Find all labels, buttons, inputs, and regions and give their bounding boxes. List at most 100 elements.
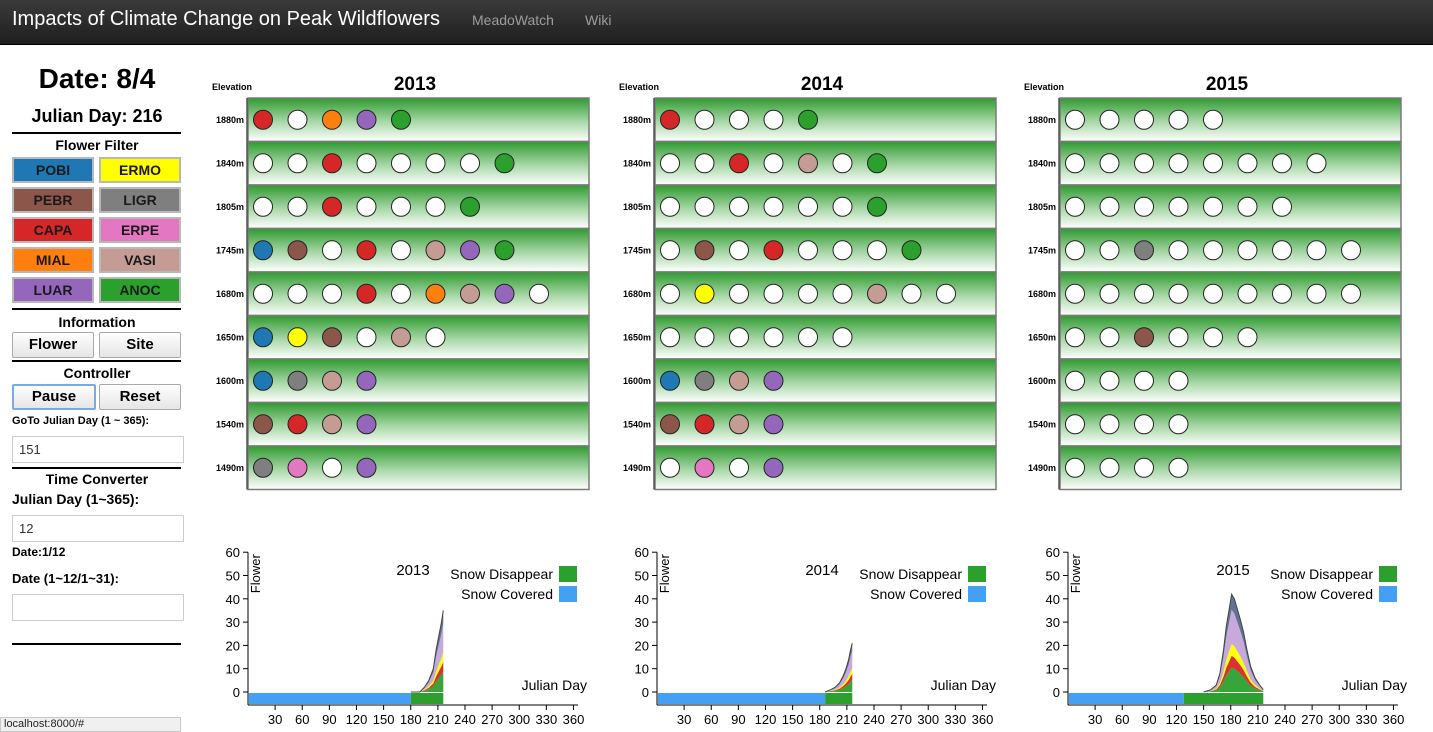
flower-dot-capa[interactable] — [356, 283, 377, 304]
empty-site-dot[interactable] — [694, 196, 715, 217]
empty-site-dot[interactable] — [1168, 153, 1189, 174]
flower-dot-ligr[interactable] — [287, 370, 308, 391]
empty-site-dot[interactable] — [1272, 240, 1292, 261]
flower-dot-luar[interactable] — [763, 414, 784, 435]
empty-site-dot[interactable] — [1065, 457, 1085, 478]
empty-site-dot[interactable] — [1168, 196, 1189, 217]
empty-site-dot[interactable] — [798, 196, 818, 217]
empty-site-dot[interactable] — [1203, 327, 1223, 348]
flower-dot-luar[interactable] — [763, 457, 784, 478]
flower-dot-vasi[interactable] — [391, 327, 411, 348]
empty-site-dot[interactable] — [1099, 196, 1120, 217]
empty-site-dot[interactable] — [1065, 283, 1085, 304]
flower-dot-luar[interactable] — [356, 370, 377, 391]
flower-dot-vasi[interactable] — [322, 414, 342, 435]
empty-site-dot[interactable] — [1306, 153, 1327, 174]
flower-dot-vasi[interactable] — [425, 240, 446, 261]
nav-link-wiki[interactable]: Wiki — [585, 12, 612, 28]
nav-link-meadowatch[interactable]: MeadoWatch — [472, 12, 554, 28]
empty-site-dot[interactable] — [356, 196, 377, 217]
flower-dot-pobi[interactable] — [253, 240, 273, 261]
empty-site-dot[interactable] — [1237, 327, 1258, 348]
empty-site-dot[interactable] — [660, 327, 680, 348]
flower-dot-pebr[interactable] — [1134, 327, 1154, 348]
empty-site-dot[interactable] — [391, 240, 411, 261]
empty-site-dot[interactable] — [763, 153, 784, 174]
empty-site-dot[interactable] — [1168, 370, 1189, 391]
empty-site-dot[interactable] — [253, 283, 273, 304]
empty-site-dot[interactable] — [322, 240, 342, 261]
empty-site-dot[interactable] — [1341, 240, 1361, 261]
flower-dot-capa[interactable] — [763, 240, 784, 261]
empty-site-dot[interactable] — [832, 196, 853, 217]
empty-site-dot[interactable] — [763, 109, 784, 130]
empty-site-dot[interactable] — [832, 153, 853, 174]
empty-site-dot[interactable] — [287, 283, 308, 304]
empty-site-dot[interactable] — [1203, 153, 1223, 174]
empty-site-dot[interactable] — [1134, 153, 1154, 174]
empty-site-dot[interactable] — [763, 196, 784, 217]
empty-site-dot[interactable] — [1134, 370, 1154, 391]
empty-site-dot[interactable] — [1203, 109, 1223, 130]
empty-site-dot[interactable] — [1203, 196, 1223, 217]
empty-site-dot[interactable] — [1099, 153, 1120, 174]
empty-site-dot[interactable] — [660, 283, 680, 304]
filter-button-pobi[interactable]: POBI — [12, 157, 94, 183]
empty-site-dot[interactable] — [1203, 240, 1223, 261]
empty-site-dot[interactable] — [1065, 153, 1085, 174]
flower-dot-capa[interactable] — [253, 109, 273, 130]
flower-dot-pebr[interactable] — [287, 240, 308, 261]
filter-button-erpe[interactable]: ERPE — [99, 217, 181, 243]
goto-julian-input[interactable] — [12, 436, 184, 463]
empty-site-dot[interactable] — [322, 283, 342, 304]
empty-site-dot[interactable] — [391, 283, 411, 304]
empty-site-dot[interactable] — [529, 283, 549, 304]
empty-site-dot[interactable] — [1099, 327, 1120, 348]
empty-site-dot[interactable] — [660, 196, 680, 217]
pause-button[interactable]: Pause — [12, 384, 96, 410]
date-input[interactable] — [12, 594, 184, 621]
empty-site-dot[interactable] — [1272, 196, 1292, 217]
empty-site-dot[interactable] — [1065, 370, 1085, 391]
flower-dot-luar[interactable] — [494, 283, 515, 304]
flower-dot-pebr[interactable] — [253, 414, 273, 435]
empty-site-dot[interactable] — [425, 153, 446, 174]
empty-site-dot[interactable] — [1065, 109, 1085, 130]
empty-site-dot[interactable] — [425, 327, 446, 348]
site-info-button[interactable]: Site — [99, 332, 181, 358]
flower-dot-ermo[interactable] — [287, 327, 308, 348]
empty-site-dot[interactable] — [287, 196, 308, 217]
empty-site-dot[interactable] — [1168, 109, 1189, 130]
filter-button-capa[interactable]: CAPA — [12, 217, 94, 243]
flower-dot-vasi[interactable] — [729, 414, 749, 435]
flower-dot-capa[interactable] — [356, 240, 377, 261]
flower-dot-anoc[interactable] — [460, 196, 480, 217]
flower-dot-luar[interactable] — [460, 240, 480, 261]
empty-site-dot[interactable] — [660, 153, 680, 174]
empty-site-dot[interactable] — [253, 153, 273, 174]
empty-site-dot[interactable] — [1237, 153, 1258, 174]
flower-dot-erpe[interactable] — [287, 457, 308, 478]
empty-site-dot[interactable] — [1306, 283, 1327, 304]
empty-site-dot[interactable] — [1237, 283, 1258, 304]
flower-dot-capa[interactable] — [287, 414, 308, 435]
flower-dot-capa[interactable] — [729, 153, 749, 174]
flower-dot-anoc[interactable] — [867, 196, 887, 217]
flower-dot-capa[interactable] — [322, 196, 342, 217]
flower-dot-luar[interactable] — [763, 370, 784, 391]
empty-site-dot[interactable] — [729, 283, 749, 304]
empty-site-dot[interactable] — [391, 196, 411, 217]
empty-site-dot[interactable] — [729, 240, 749, 261]
empty-site-dot[interactable] — [1134, 196, 1154, 217]
flower-dot-luar[interactable] — [356, 457, 377, 478]
empty-site-dot[interactable] — [1065, 196, 1085, 217]
empty-site-dot[interactable] — [1134, 109, 1154, 130]
flower-dot-mial[interactable] — [322, 109, 342, 130]
empty-site-dot[interactable] — [832, 240, 853, 261]
flower-dot-pebr[interactable] — [694, 240, 715, 261]
flower-dot-vasi[interactable] — [322, 370, 342, 391]
empty-site-dot[interactable] — [1099, 109, 1120, 130]
empty-site-dot[interactable] — [1341, 283, 1361, 304]
empty-site-dot[interactable] — [1065, 414, 1085, 435]
flower-dot-capa[interactable] — [694, 414, 715, 435]
